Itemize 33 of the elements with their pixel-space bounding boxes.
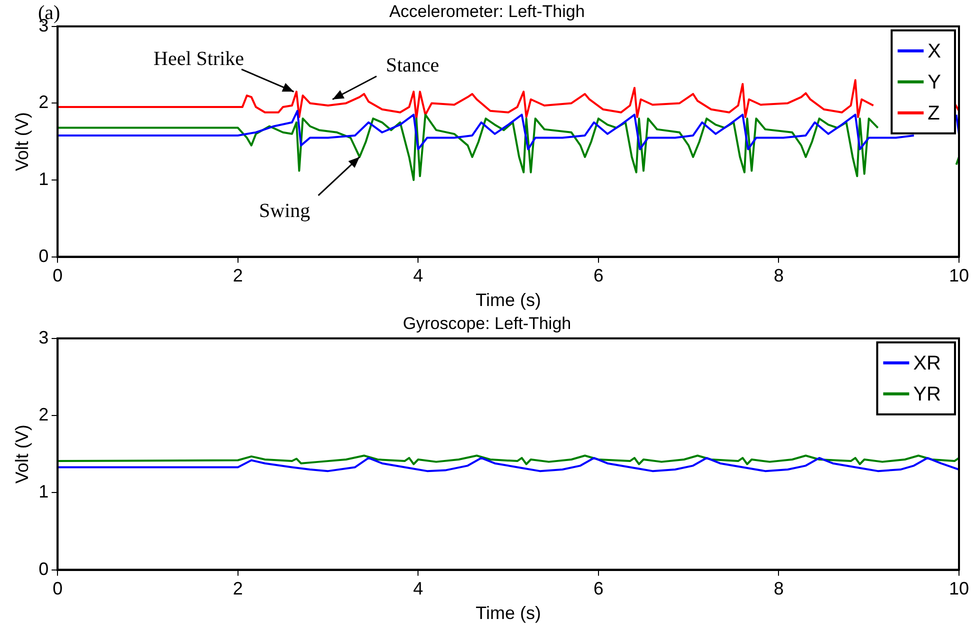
legend-label: Y (928, 71, 941, 94)
legend-label: X (928, 40, 941, 62)
x-tick-label: 8 (774, 578, 784, 599)
legend-label: Z (928, 102, 940, 124)
y-axis-title: Volt (V) (12, 424, 32, 484)
y-tick-label: 0 (38, 246, 49, 266)
y-tick-label: 2 (38, 404, 49, 424)
y-tick-label: 0 (38, 558, 49, 579)
annotation: Heel Strike (154, 48, 244, 70)
chart-title: Accelerometer: Left-Thigh (389, 2, 585, 21)
x-axis-title: Time (s) (476, 603, 541, 624)
x-tick-label: 8 (774, 266, 784, 286)
x-tick-label: 10 (948, 578, 970, 599)
annotation: Stance (386, 54, 440, 77)
y-tick-label: 2 (38, 92, 49, 112)
x-axis-title: Time (s) (476, 290, 541, 310)
y-tick-label: 1 (38, 482, 49, 502)
y-tick-label: 3 (38, 327, 49, 348)
x-tick-label: 4 (413, 266, 424, 286)
y-axis-title: Volt (V) (12, 112, 32, 172)
chart-title: Gyroscope: Left-Thigh (402, 314, 572, 333)
y-tick-label: 1 (38, 168, 49, 189)
legend-label: YR (913, 383, 942, 406)
x-tick-label: 6 (593, 266, 604, 286)
x-tick-label: 4 (413, 578, 424, 599)
x-tick-label: 2 (232, 578, 243, 599)
x-tick-label: 0 (52, 578, 63, 599)
x-tick-label: 2 (232, 266, 243, 286)
annotation: Swing (259, 200, 310, 222)
legend-label: XR (913, 352, 942, 374)
x-tick-label: 0 (52, 266, 63, 286)
x-tick-label: 6 (593, 578, 604, 599)
x-tick-label: 10 (948, 266, 970, 286)
